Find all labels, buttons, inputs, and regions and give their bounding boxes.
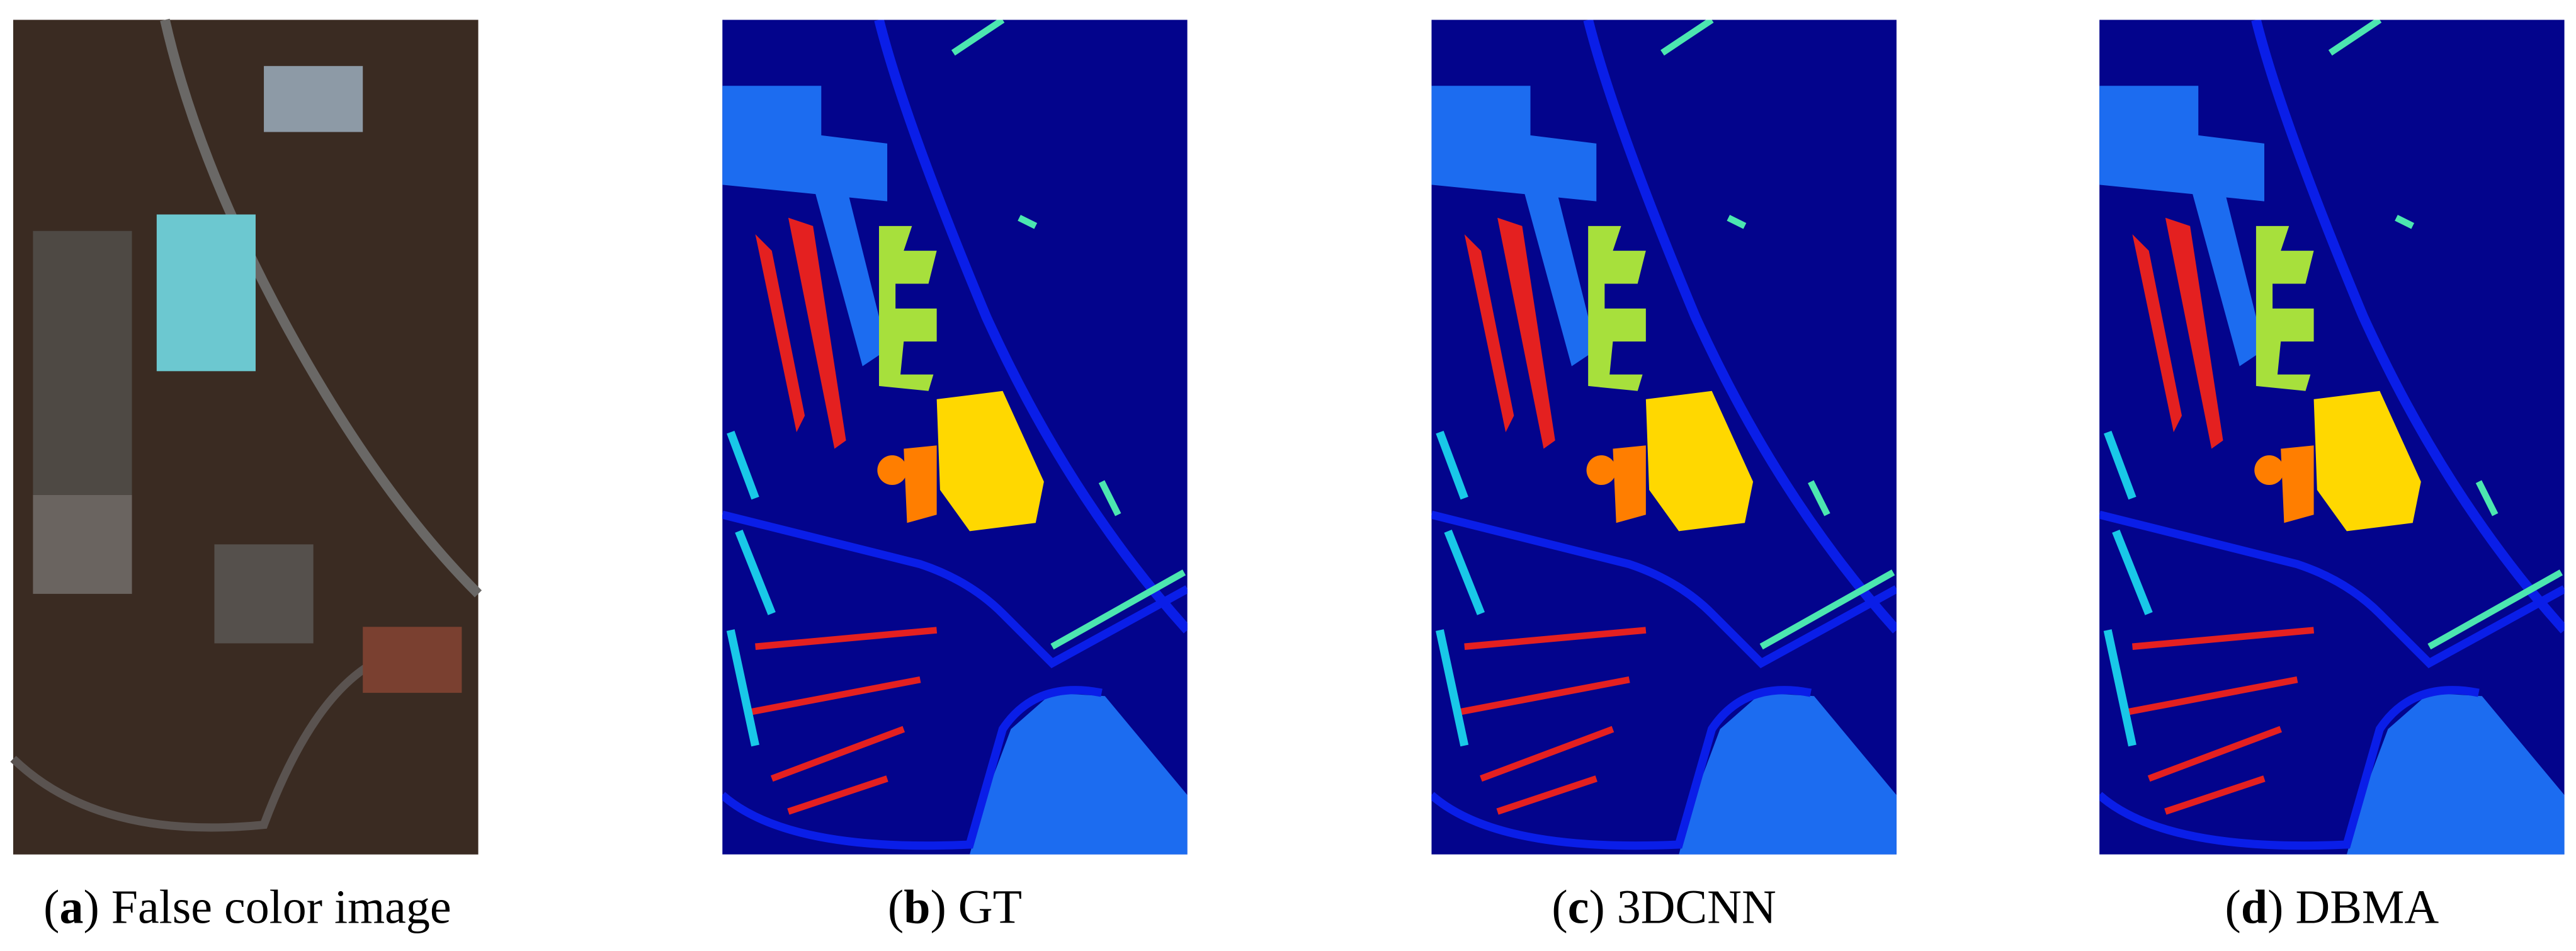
false-color-image [10, 18, 482, 855]
ground-truth-map [722, 20, 1188, 854]
caption-text: ) DBMA [2267, 881, 2439, 934]
caption: (b) GT [888, 881, 1022, 934]
caption-letter: c [1568, 881, 1589, 934]
caption-letter: b [904, 881, 930, 934]
caption-letter: a [59, 881, 83, 934]
caption-text: ) 3DCNN [1589, 881, 1776, 934]
caption-prefix: ( [1552, 881, 1567, 934]
caption-text: ) False color image [83, 881, 451, 934]
caption-prefix: ( [888, 881, 904, 934]
dbma-map [2099, 20, 2565, 854]
caption-letter: d [2241, 881, 2267, 934]
caption-prefix: ( [43, 881, 59, 934]
caption: (d) DBMA [2225, 881, 2439, 934]
caption: (a) False color image [43, 881, 451, 934]
caption-prefix: ( [2225, 881, 2241, 934]
caption-text: ) GT [930, 881, 1021, 934]
caption: (c) 3DCNN [1552, 881, 1776, 934]
3dcnn-map [1431, 20, 1897, 854]
